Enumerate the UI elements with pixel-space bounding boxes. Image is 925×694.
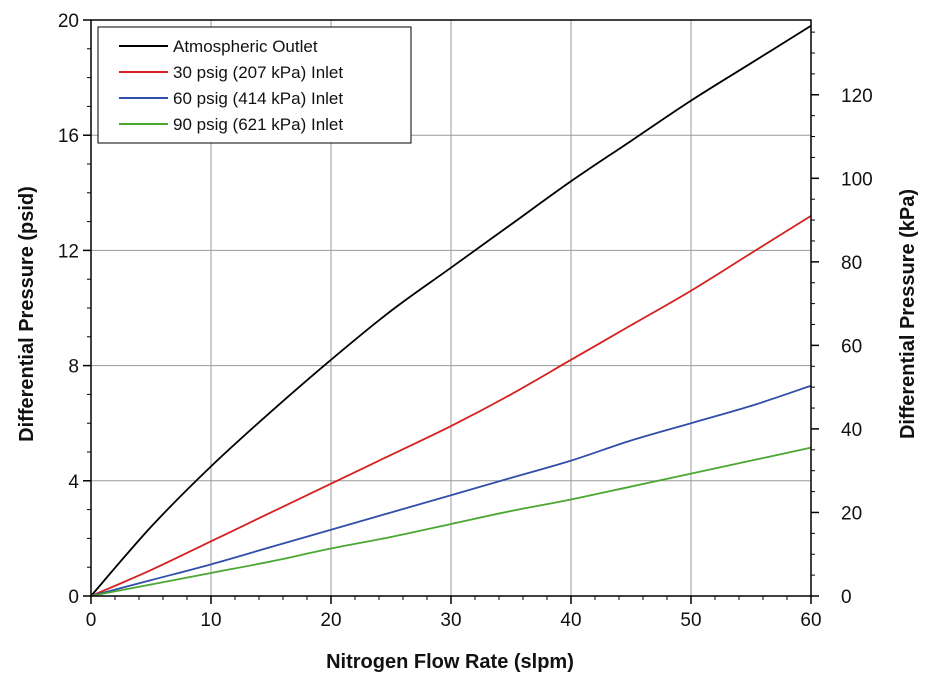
series-line-3 [90,446,812,597]
x-tick-label: 20 [320,610,341,631]
y2-tick-label: 100 [841,169,873,190]
x-tick-label: 0 [86,610,97,631]
y-tick-label: 12 [58,241,79,262]
series-line-1 [90,215,812,597]
axis-ticks: 0 10 20 30 40 50 60 0 4 8 12 16 20 0 20 40 60 80 100 120 [58,11,873,631]
legend-label: Atmospheric Outlet [173,37,318,56]
legend: Atmospheric Outlet 30 psig (207 kPa) Inle… [97,26,412,144]
series-line-2 [90,384,812,597]
y2-tick-label: 0 [841,587,852,608]
x-tick-label: 10 [200,610,221,631]
x-tick-label: 30 [440,610,461,631]
x-axis-title: Nitrogen Flow Rate (slpm) [326,651,574,673]
x-tick-label: 60 [800,610,821,631]
series-lines [90,24,812,597]
y2-tick-label: 40 [841,420,862,441]
y2-tick-label: 20 [841,503,862,524]
y-axis-title: Differential Pressure (psid) [16,186,38,442]
y-tick-label: 4 [68,472,79,493]
legend-label: 30 psig (207 kPa) Inlet [173,63,343,82]
x-tick-label: 50 [680,610,701,631]
series-line-0 [90,24,812,597]
y2-tick-label: 60 [841,336,862,357]
legend-label: 60 psig (414 kPa) Inlet [173,89,343,108]
y-tick-label: 0 [68,587,79,608]
y-tick-label: 16 [58,126,79,147]
y-tick-label: 8 [68,357,79,378]
y2-tick-label: 80 [841,253,862,274]
y-tick-label: 20 [58,11,79,32]
y2-axis-title: Differential Pressure (kPa) [897,189,919,439]
legend-label: 90 psig (621 kPa) Inlet [173,115,343,134]
y2-tick-label: 120 [841,86,873,107]
x-tick-label: 40 [560,610,581,631]
